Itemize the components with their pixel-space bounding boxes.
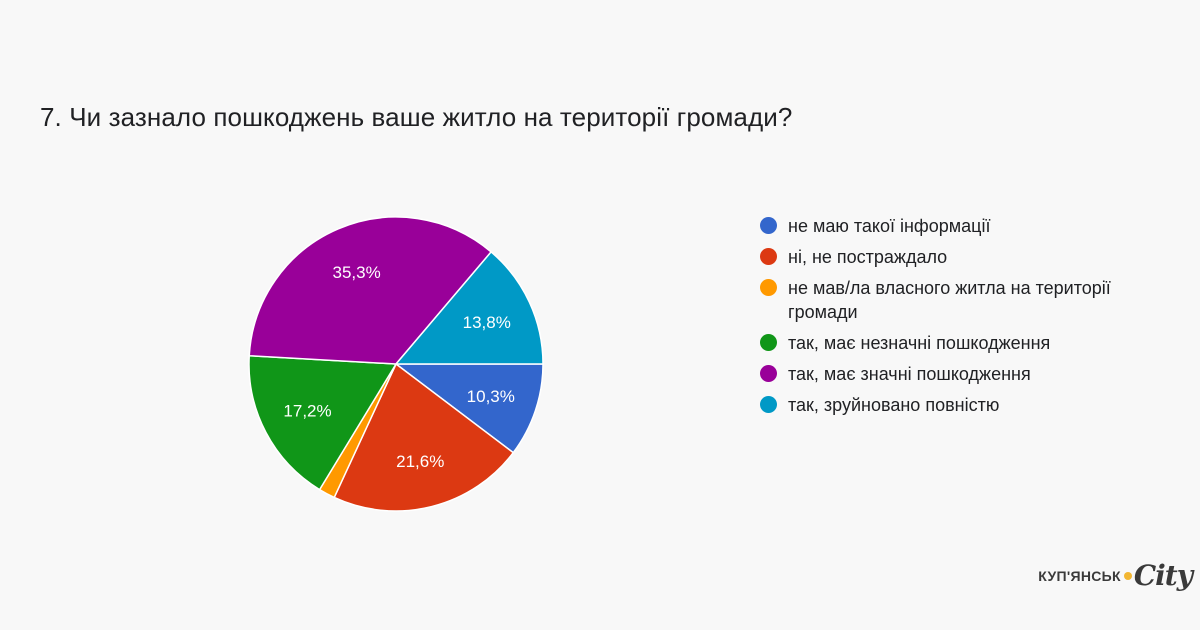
pie-slice bbox=[248, 354, 398, 491]
brand-dot bbox=[1123, 571, 1132, 580]
legend-label: ні, не постраждало bbox=[788, 247, 948, 267]
slice-label: 35,3% bbox=[332, 263, 380, 282]
brand-logo: КУП'ЯНСЬК City bbox=[1038, 559, 1193, 592]
legend-item: так, має незначні пошкодження bbox=[760, 331, 1160, 355]
slice-label: 13,8% bbox=[463, 313, 511, 332]
legend: не маю такої інформації ні, не постраждал… bbox=[760, 214, 1160, 424]
legend-label: так, зруйновано повністю bbox=[788, 395, 1000, 415]
legend-item: так, має значні пошкодження bbox=[760, 362, 1160, 386]
pie-slice bbox=[394, 250, 544, 365]
slice-label: 10,3% bbox=[467, 387, 515, 406]
brand-suffix: City bbox=[1133, 559, 1193, 592]
pie-slice bbox=[248, 216, 493, 365]
legend-item: не мав/ла власного житла на території гр… bbox=[760, 276, 1160, 324]
legend-marker bbox=[760, 334, 777, 351]
legend-label: не маю такої інформації bbox=[788, 216, 991, 236]
brand-name: КУП'ЯНСЬК bbox=[1038, 567, 1121, 584]
legend-item: не маю такої інформації bbox=[760, 214, 1160, 238]
chart-title: 7. Чи зазнало пошкоджень ваше житло на т… bbox=[40, 102, 793, 132]
legend-marker bbox=[760, 217, 777, 234]
legend-marker bbox=[760, 365, 777, 382]
legend-label: не мав/ла власного житла на території гр… bbox=[788, 278, 1111, 322]
legend-marker bbox=[760, 279, 777, 296]
pie-slice bbox=[393, 363, 544, 454]
legend-marker bbox=[760, 396, 777, 413]
legend-marker bbox=[760, 248, 777, 265]
legend-item: так, зруйновано повністю bbox=[760, 393, 1160, 417]
legend-item: ні, не постраждало bbox=[760, 245, 1160, 269]
slice-label: 17,2% bbox=[283, 401, 331, 420]
legend-label: так, має значні пошкодження bbox=[788, 364, 1031, 384]
legend-label: так, має незначні пошкодження bbox=[788, 333, 1051, 353]
slice-label: 21,6% bbox=[396, 452, 444, 471]
